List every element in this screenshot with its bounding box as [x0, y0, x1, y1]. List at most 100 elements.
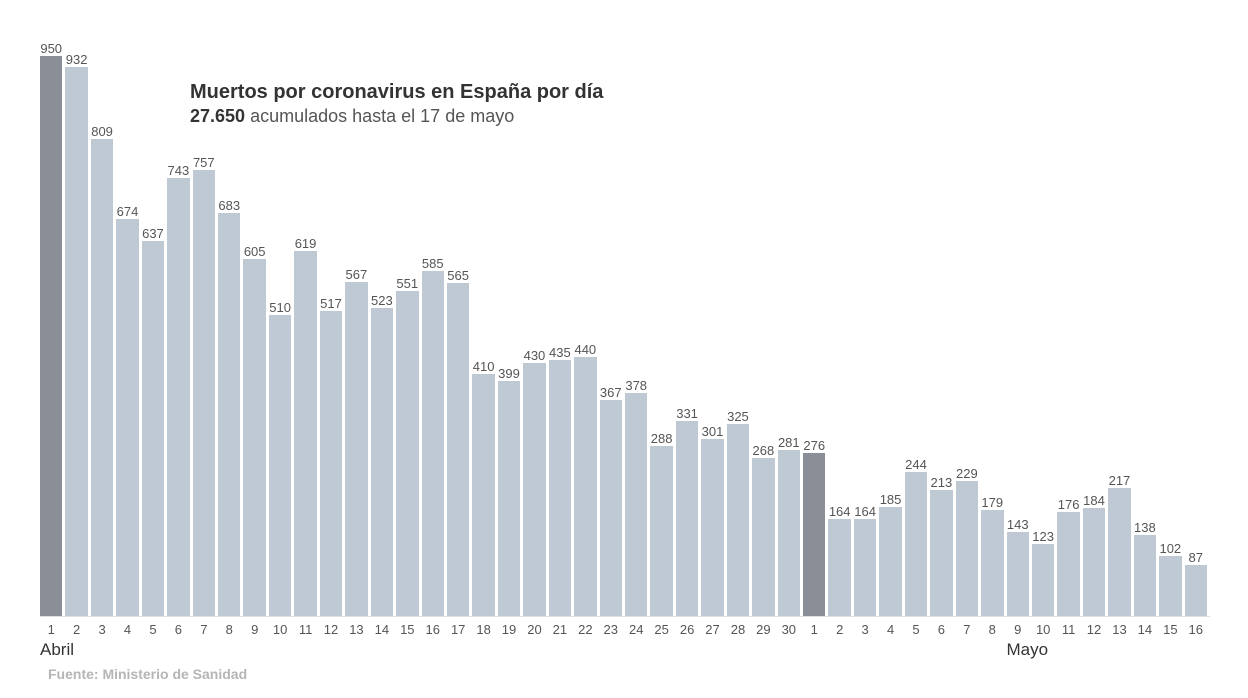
bar: 410	[472, 374, 494, 616]
x-tick-label: 23	[604, 622, 618, 637]
x-tick-label: 5	[149, 622, 156, 637]
bar: 757	[193, 170, 215, 616]
bar: 184	[1083, 508, 1105, 616]
bar: 143	[1007, 532, 1029, 616]
bar-value-label: 932	[65, 52, 87, 67]
x-tick-label: 2	[836, 622, 843, 637]
bar-value-label: 179	[981, 495, 1003, 510]
bar-value-label: 288	[650, 431, 672, 446]
bar-fill	[371, 308, 393, 616]
bar-fill	[879, 507, 901, 616]
bar-value-label: 164	[828, 504, 850, 519]
bar-fill	[218, 213, 240, 616]
x-tick-label: 16	[1189, 622, 1203, 637]
bar-fill	[498, 381, 520, 616]
x-tick-label: 15	[400, 622, 414, 637]
x-tick-label: 14	[375, 622, 389, 637]
bar-fill	[320, 311, 342, 616]
bar: 637	[142, 241, 164, 616]
bar-value-label: 87	[1185, 550, 1207, 565]
bar-value-label: 276	[803, 438, 825, 453]
x-tick-label: 14	[1138, 622, 1152, 637]
x-tick-label: 18	[476, 622, 490, 637]
x-tick-label: 13	[1112, 622, 1126, 637]
bar-value-label: 378	[625, 378, 647, 393]
bar-value-label: 331	[676, 406, 698, 421]
bar: 950	[40, 56, 62, 616]
bar-value-label: 143	[1007, 517, 1029, 532]
bar-value-label: 683	[218, 198, 240, 213]
chart-container: Muertos por coronavirus en España por dí…	[0, 0, 1248, 698]
x-tick-label: 24	[629, 622, 643, 637]
bar: 301	[701, 439, 723, 616]
x-tick-label: 26	[680, 622, 694, 637]
bar-fill	[40, 56, 62, 616]
x-tick-label: 3	[98, 622, 105, 637]
x-tick-label: 27	[705, 622, 719, 637]
bar: 567	[345, 282, 367, 616]
bar-value-label: 510	[269, 300, 291, 315]
x-tick-label: 11	[299, 622, 313, 637]
bar-value-label: 757	[193, 155, 215, 170]
bar: 87	[1185, 565, 1207, 616]
bar-fill	[1159, 556, 1181, 616]
bar-value-label: 440	[574, 342, 596, 357]
bar-value-label: 565	[447, 268, 469, 283]
bar: 743	[167, 178, 189, 616]
x-tick-label: 16	[426, 622, 440, 637]
bar: 517	[320, 311, 342, 616]
bar: 281	[778, 450, 800, 616]
month-labels: AbrilMayo	[40, 638, 1210, 658]
bar-fill	[727, 424, 749, 616]
bar-value-label: 585	[422, 256, 444, 271]
bar-fill	[269, 315, 291, 616]
bar-fill	[1032, 544, 1054, 617]
bar-value-label: 950	[40, 41, 62, 56]
bar-value-label: 244	[905, 457, 927, 472]
bar: 164	[828, 519, 850, 616]
bar-fill	[142, 241, 164, 616]
bar-fill	[600, 400, 622, 616]
bar: 440	[574, 357, 596, 616]
bar-value-label: 605	[243, 244, 265, 259]
bar-value-label: 410	[472, 359, 494, 374]
x-tick-label: 10	[1036, 622, 1050, 637]
bar-value-label: 517	[320, 296, 342, 311]
bar-value-label: 281	[778, 435, 800, 450]
bar-fill	[345, 282, 367, 616]
bar-fill	[116, 219, 138, 616]
bar-value-label: 176	[1057, 497, 1079, 512]
bar: 123	[1032, 544, 1054, 617]
bar-fill	[701, 439, 723, 616]
bar-fill	[930, 490, 952, 616]
x-tick-label: 21	[553, 622, 567, 637]
bar-fill	[294, 251, 316, 616]
bar-fill	[650, 446, 672, 616]
bar-fill	[676, 421, 698, 616]
bar: 605	[243, 259, 265, 616]
bar: 229	[956, 481, 978, 616]
bar-fill	[828, 519, 850, 616]
x-tick-label: 12	[324, 622, 338, 637]
bar-value-label: 138	[1134, 520, 1156, 535]
bar-value-label: 743	[167, 163, 189, 178]
bar-fill	[549, 360, 571, 616]
bar-fill	[1108, 488, 1130, 616]
bar-value-label: 551	[396, 276, 418, 291]
x-tick-label: 17	[451, 622, 465, 637]
bar-value-label: 809	[91, 124, 113, 139]
x-tick-label: 4	[887, 622, 894, 637]
bar: 510	[269, 315, 291, 616]
x-tick-label: 28	[731, 622, 745, 637]
bar: 138	[1134, 535, 1156, 616]
x-tick-label: 2	[73, 622, 80, 637]
bar-value-label: 268	[752, 443, 774, 458]
bar-value-label: 185	[879, 492, 901, 507]
bar-value-label: 184	[1083, 493, 1105, 508]
x-tick-label: 7	[200, 622, 207, 637]
bar-fill	[625, 393, 647, 616]
bar-fill	[803, 453, 825, 616]
bar-fill	[1185, 565, 1207, 616]
bar-fill	[193, 170, 215, 616]
bar-value-label: 367	[600, 385, 622, 400]
